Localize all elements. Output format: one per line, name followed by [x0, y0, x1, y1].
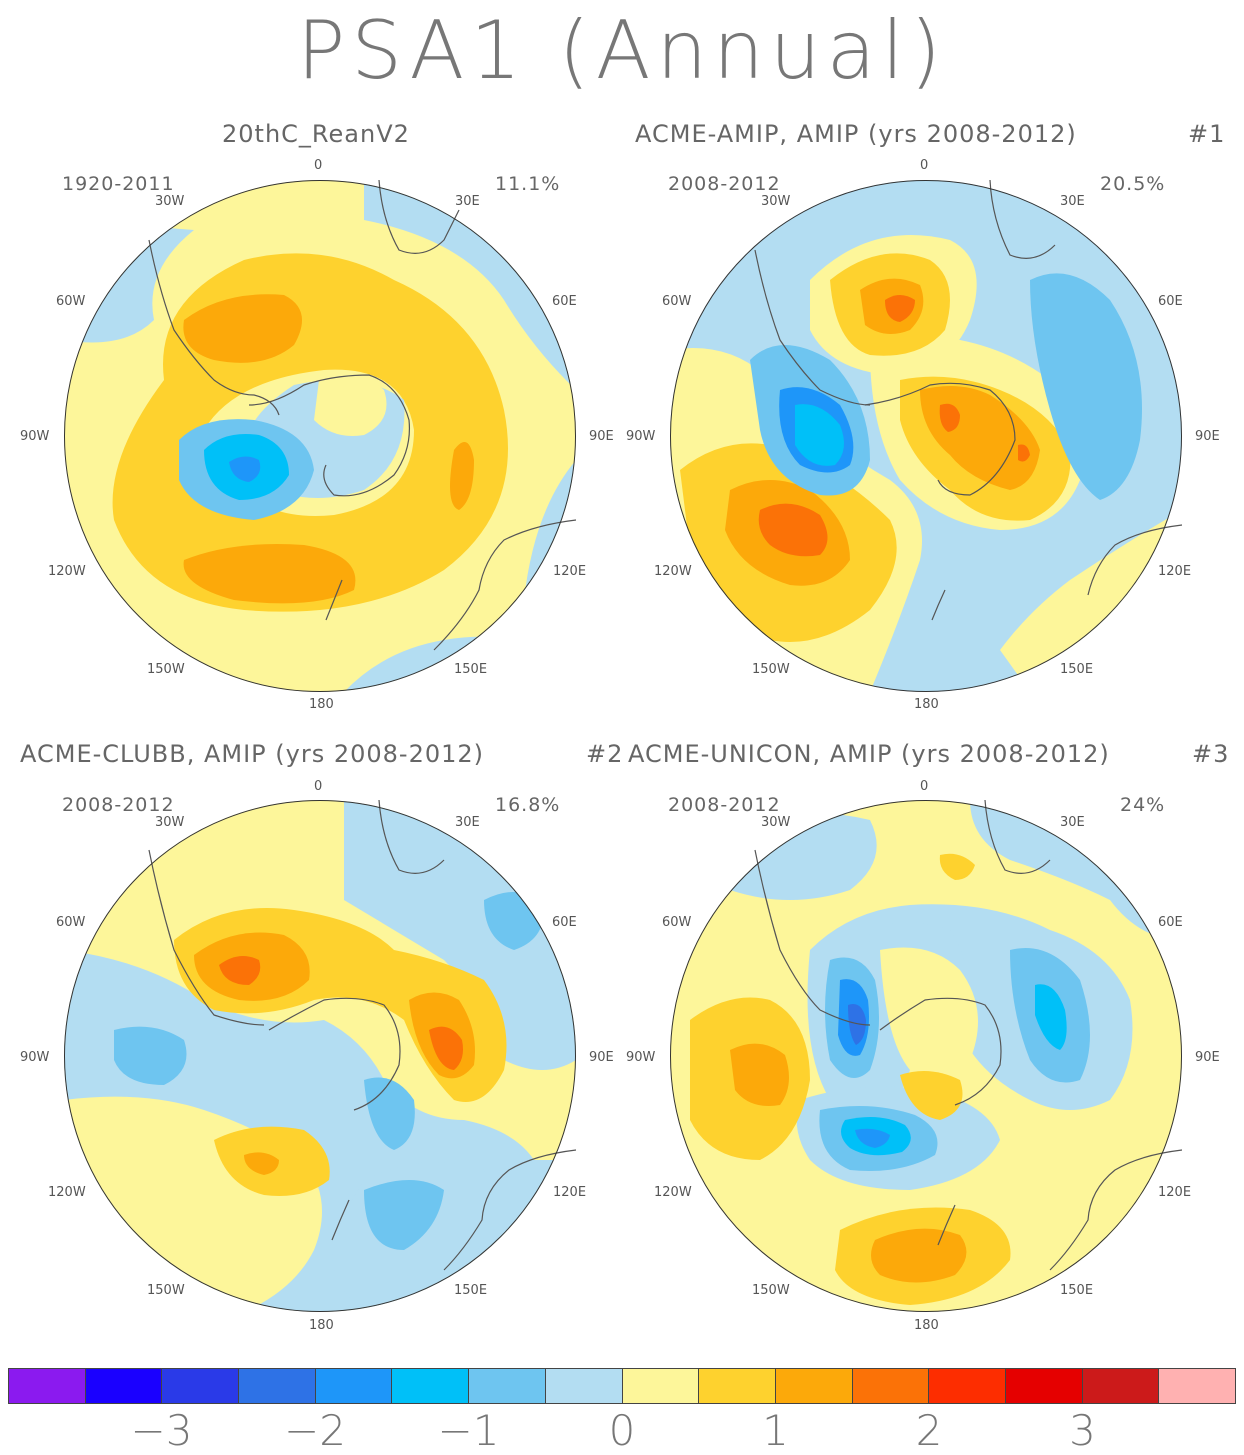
- panel-1-lon-0: 0: [314, 158, 323, 173]
- panel-2-lon-60w: 60W: [662, 294, 692, 309]
- colorbar-box: [162, 1369, 240, 1403]
- colorbar-box: [1082, 1369, 1160, 1403]
- panel-3-period: 2008-2012: [62, 794, 175, 816]
- panel-1-lon-60e: 60E: [552, 294, 577, 309]
- panel-3-lon-0: 0: [314, 779, 323, 794]
- panel-4-map: [670, 799, 1183, 1312]
- figure-title: PSA1 (Annual): [296, 4, 948, 97]
- panel-4-lon-30e: 30E: [1060, 815, 1085, 830]
- panel-2-period: 2008-2012: [668, 173, 781, 195]
- panel-4-number: #3: [1192, 740, 1230, 768]
- panel-3-lon-60w: 60W: [56, 915, 86, 930]
- panel-1-lon-90e: 90E: [589, 429, 614, 444]
- panel-2-number: #1: [1188, 120, 1226, 148]
- panel-2-lon-90w: 90W: [626, 429, 656, 444]
- panel-4-lon-150w: 150W: [752, 1283, 790, 1298]
- panel-1-map: [64, 179, 577, 692]
- panel-2-lon-120w: 120W: [654, 564, 692, 579]
- colorbar-label: −1: [437, 1406, 500, 1455]
- panel-1-lon-180: 180: [309, 697, 334, 712]
- panel-3-number: #2: [586, 740, 624, 768]
- panel-3-lon-30e: 30E: [455, 815, 480, 830]
- panel-2-lon-30w: 30W: [761, 194, 791, 209]
- colorbar-box: [469, 1369, 546, 1403]
- panel-4-lon-150e: 150E: [1060, 1283, 1094, 1298]
- panel-4-lon-30w: 30W: [761, 815, 791, 830]
- panel-3-lon-90e: 90E: [589, 1050, 614, 1065]
- panel-1-lon-90w: 90W: [20, 429, 50, 444]
- panel-2-title: ACME-AMIP, AMIP (yrs 2008-2012): [635, 120, 1077, 148]
- colorbar-box: [775, 1369, 853, 1403]
- panel-2-lon-150w: 150W: [752, 662, 790, 677]
- colorbar-label: 1: [762, 1406, 789, 1455]
- colorbar: [8, 1368, 1236, 1404]
- colorbar-label: −3: [130, 1406, 193, 1455]
- colorbar-box: [85, 1369, 163, 1403]
- panel-3-map: [64, 799, 577, 1312]
- panel-1-percent: 11.1%: [495, 173, 561, 195]
- panel-2-lon-90e: 90E: [1195, 429, 1220, 444]
- panel-3-percent: 16.8%: [495, 794, 561, 816]
- panel-4-percent: 24%: [1120, 794, 1166, 816]
- colorbar-box: [699, 1369, 776, 1403]
- panel-2-lon-180: 180: [914, 697, 939, 712]
- panel-1-period: 1920-2011: [62, 173, 175, 195]
- colorbar-label: −2: [284, 1406, 346, 1455]
- panel-3-lon-30w: 30W: [155, 815, 185, 830]
- panel-4-lon-180: 180: [914, 1318, 939, 1333]
- colorbar-box: [239, 1369, 316, 1403]
- panel-3-lon-60e: 60E: [552, 915, 577, 930]
- panel-1-lon-150w: 150W: [147, 662, 185, 677]
- colorbar-box: [929, 1369, 1006, 1403]
- colorbar-label: 3: [1069, 1406, 1096, 1455]
- panel-2-map: [670, 179, 1183, 692]
- panel-2-lon-120e: 120E: [1158, 564, 1192, 579]
- panel-3-lon-120w: 120W: [48, 1185, 86, 1200]
- panel-1-lon-120w: 120W: [48, 564, 86, 579]
- panel-1-lon-30e: 30E: [455, 194, 480, 209]
- panel-1-lon-30w: 30W: [155, 194, 185, 209]
- panel-1-lon-150e: 150E: [454, 662, 488, 677]
- colorbar-box: [545, 1369, 623, 1403]
- colorbar-box: [1159, 1369, 1235, 1403]
- panel-2-lon-30e: 30E: [1060, 194, 1085, 209]
- panel-1-title: 20thC_ReanV2: [222, 120, 410, 148]
- panel-2-lon-0: 0: [920, 158, 929, 173]
- panel-4-lon-90e: 90E: [1195, 1050, 1220, 1065]
- colorbar-box: [852, 1369, 930, 1403]
- panel-1-lon-120e: 120E: [553, 564, 587, 579]
- panel-4-period: 2008-2012: [668, 794, 781, 816]
- colorbar-box: [1005, 1369, 1083, 1403]
- panel-3-title: ACME-CLUBB, AMIP (yrs 2008-2012): [20, 740, 485, 768]
- panel-4-lon-120e: 120E: [1158, 1185, 1192, 1200]
- panel-4-lon-90w: 90W: [626, 1050, 656, 1065]
- panel-2-percent: 20.5%: [1100, 173, 1166, 195]
- panel-2-lon-60e: 60E: [1158, 294, 1183, 309]
- panel-2-lon-150e: 150E: [1060, 662, 1094, 677]
- panel-4-lon-0: 0: [920, 779, 929, 794]
- panel-4-lon-60w: 60W: [662, 915, 692, 930]
- panel-4-title: ACME-UNICON, AMIP (yrs 2008-2012): [628, 740, 1110, 768]
- panel-3-lon-180: 180: [309, 1318, 334, 1333]
- colorbar-box: [9, 1369, 86, 1403]
- colorbar-label: 0: [608, 1406, 636, 1455]
- colorbar-label: 2: [915, 1406, 943, 1455]
- panel-4-lon-60e: 60E: [1158, 915, 1183, 930]
- panel-3-lon-90w: 90W: [20, 1050, 50, 1065]
- panel-3-lon-150e: 150E: [454, 1283, 488, 1298]
- colorbar-box: [392, 1369, 470, 1403]
- colorbar-box: [622, 1369, 700, 1403]
- panel-3-lon-150w: 150W: [147, 1283, 185, 1298]
- panel-4-lon-120w: 120W: [654, 1185, 692, 1200]
- panel-3-lon-120e: 120E: [553, 1185, 587, 1200]
- panel-1-lon-60w: 60W: [56, 294, 86, 309]
- colorbar-box: [315, 1369, 393, 1403]
